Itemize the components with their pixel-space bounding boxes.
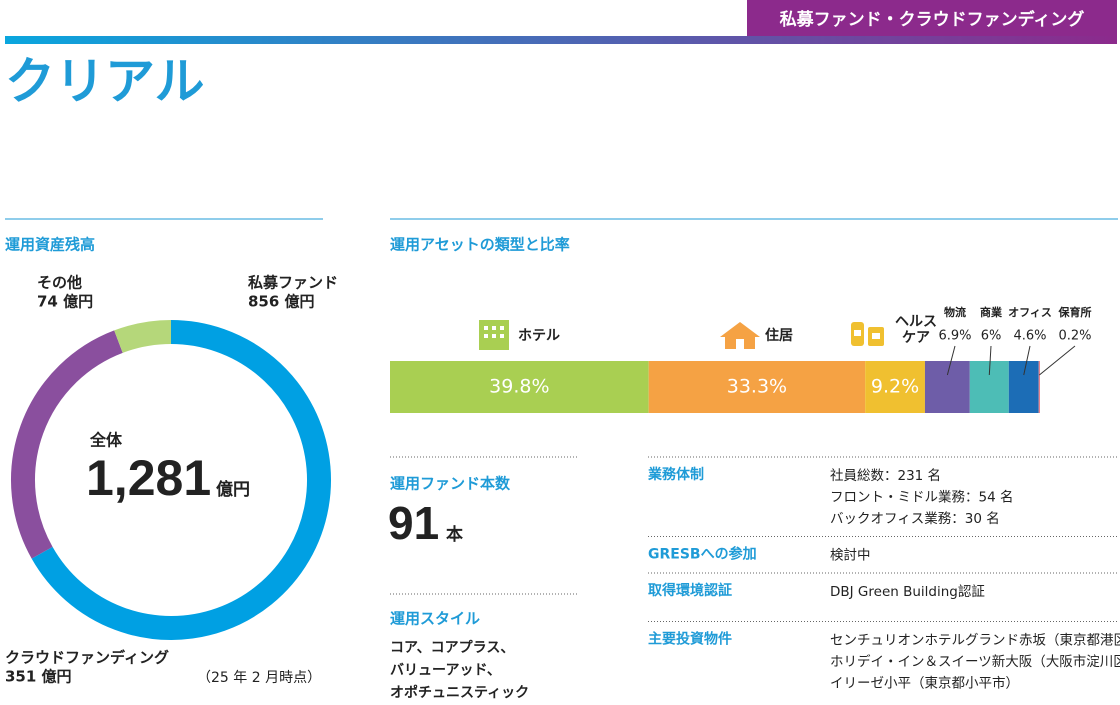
header-bar [5, 36, 1117, 44]
donut-segment [114, 320, 172, 353]
donut-segment [31, 320, 331, 640]
bar-segment [390, 361, 649, 413]
bar-segment [924, 361, 970, 413]
total-unit: 億円 [216, 479, 250, 500]
value-label: 33.3% [727, 376, 787, 398]
category-label: ヘルスケア [895, 314, 937, 346]
style-line: バリューアッド、 [390, 663, 501, 679]
style-line: オポチュニスティック [390, 684, 529, 701]
healthcare-icon [851, 322, 884, 346]
info-label: 主要投資物件 [648, 631, 732, 648]
info-label: 取得環境認証 [648, 582, 732, 599]
info-value: ホリデイ・イン＆スイーツ新大阪（大阪市淀川区） [830, 653, 1120, 670]
info-label: GRESBへの参加 [648, 546, 757, 563]
hotel-icon [479, 320, 509, 350]
value-label: 9.2% [871, 376, 919, 398]
section-title: 運用資産残高 [5, 236, 95, 254]
section-title: 運用スタイル [390, 610, 480, 628]
tag: 私募ファンド・クラウドファンディング [780, 9, 1085, 30]
style-line: コア、コアプラス、 [390, 640, 514, 656]
segment-label: 私募ファンド [247, 274, 338, 292]
value-label: 0.2% [1058, 329, 1091, 344]
bar-segment [865, 361, 925, 413]
info-value: イリーゼ小平（東京都小平市） [830, 675, 1019, 692]
bar-segment [1008, 361, 1039, 413]
house-icon [720, 322, 760, 349]
info-value: フロント・ミドル業務：54 名 [830, 490, 1013, 506]
segment-value: 74 億円 [37, 293, 93, 311]
note: （25 年 2 月時点） [197, 670, 321, 686]
total: 1,281 [86, 450, 211, 506]
leader-line [988, 345, 992, 376]
info-value: バックオフィス業務：30 名 [830, 511, 1000, 527]
section-title: 運用アセットの類型と比率 [390, 236, 570, 254]
category-label: ホテル [518, 328, 560, 344]
tag-bg [747, 0, 1117, 38]
value-label: 4.6% [1013, 329, 1046, 344]
info-value: 検討中 [830, 548, 871, 564]
segment-value: 856 億円 [248, 293, 315, 311]
category-label: 住居 [765, 327, 793, 344]
leader-line [1039, 345, 1076, 376]
value-label: 6% [981, 329, 1002, 344]
info-value: DBJ Green Building認証 [830, 584, 985, 600]
info-label: 業務体制 [647, 466, 704, 483]
value-label: 6.9% [938, 329, 971, 344]
bar-segment [648, 361, 866, 413]
segment-label: その他 [37, 274, 82, 292]
segment-value: 351 億円 [5, 668, 72, 686]
category-label: 物流 [944, 305, 966, 319]
fund-unit: 本 [446, 524, 463, 545]
category-label: オフィス [1008, 306, 1052, 319]
value-label: 39.8% [489, 376, 549, 398]
page-title: クリアル [5, 53, 205, 111]
bar-segment [1038, 361, 1040, 413]
section-title: 運用ファンド本数 [390, 475, 511, 493]
category-label: 商業 [980, 305, 1003, 319]
segment-label: クラウドファンディング [5, 649, 169, 667]
info-value: センチュリオンホテルグランド赤坂（東京都港区） [830, 633, 1120, 649]
info-value: 社員総数：231 名 [830, 468, 941, 484]
center-label: 全体 [89, 431, 123, 450]
donut-segment [11, 330, 123, 559]
leader-line [946, 345, 956, 376]
leader-line [1023, 345, 1031, 376]
fund-count: 91 [388, 497, 439, 549]
category-label: 保育所 [1058, 305, 1092, 319]
